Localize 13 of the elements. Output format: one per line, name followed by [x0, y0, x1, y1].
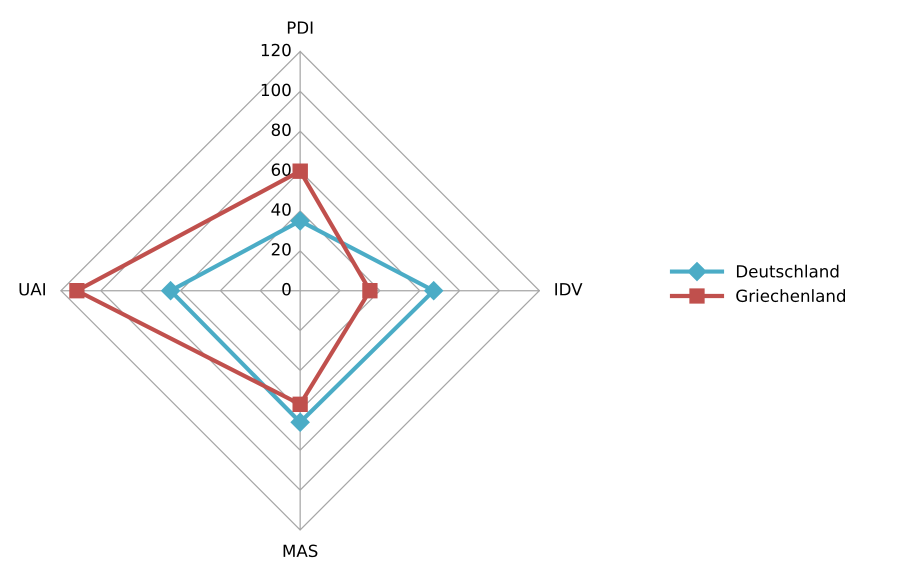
spoke-label: IDV	[555, 283, 582, 296]
y-tick-label: 100	[262, 84, 291, 96]
spoke-label: UAI	[20, 283, 45, 296]
y-tick-label: 60	[272, 163, 291, 176]
y-tick-label: 40	[271, 203, 291, 216]
y-tick-label: 20	[272, 243, 291, 256]
y-tick-label: 0	[282, 282, 291, 296]
y-tick-label: 120	[262, 44, 291, 56]
legend-label: Griechenland	[736, 289, 845, 302]
spoke-label: MAS	[284, 544, 318, 558]
spoke-label: PDI	[288, 22, 312, 34]
legend-label: Deutschland	[736, 264, 838, 278]
y-tick-label: 80	[272, 123, 291, 136]
